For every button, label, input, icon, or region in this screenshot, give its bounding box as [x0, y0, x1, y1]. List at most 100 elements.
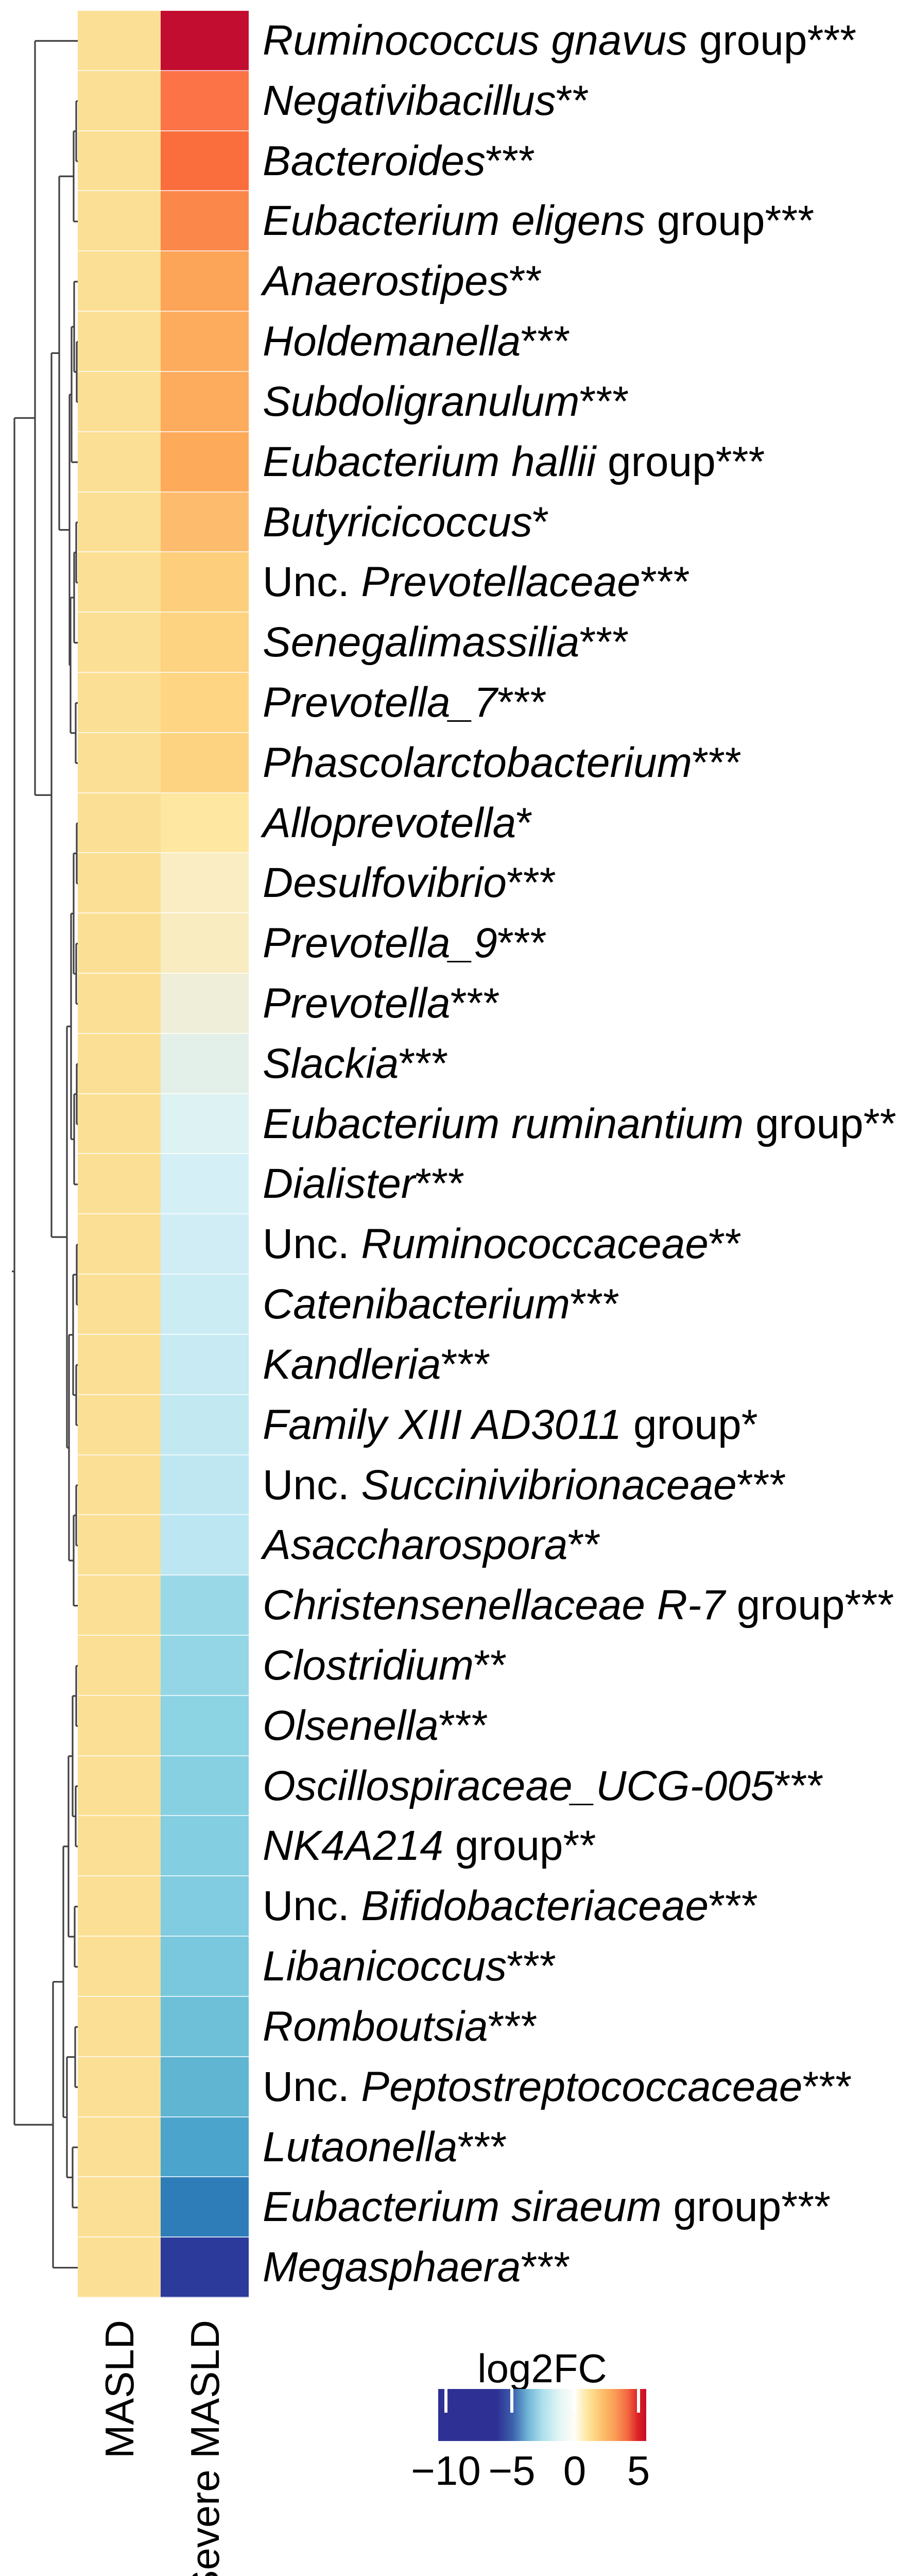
heatmap-row — [78, 2177, 249, 2238]
heatmap-row — [78, 1816, 249, 1877]
row-label: Megasphaera*** — [263, 2238, 570, 2298]
row-label-part: NK4A214 — [263, 1822, 444, 1870]
row-label: Olsenella*** — [263, 1696, 488, 1756]
row-label: Negativibacillus** — [263, 71, 589, 131]
legend-tick-mark — [510, 2389, 514, 2413]
heatmap-row — [78, 371, 249, 432]
heatmap-cell-severe-masld — [161, 672, 249, 733]
row-label: Prevotella*** — [263, 974, 499, 1034]
row-label-part: *** — [692, 739, 741, 786]
heatmap-row — [78, 733, 249, 793]
row-label-part: Slackia — [263, 1040, 399, 1087]
row-label: Christensenellaceae R-7 group*** — [263, 1575, 894, 1636]
row-label-part: group — [443, 1822, 563, 1870]
row-label-part: ** — [708, 1221, 741, 1268]
heatmap-row — [78, 1876, 249, 1937]
heatmap-cell-severe-masld — [161, 1515, 249, 1576]
heatmap-cell-severe-masld — [161, 1876, 249, 1937]
row-label-part: Senegalimassilia — [263, 619, 580, 666]
heatmap-cell-severe-masld — [161, 492, 249, 553]
heatmap-row — [78, 1515, 249, 1576]
heatmap-cell-severe-masld — [161, 1996, 249, 2057]
row-label-part: Eubacterium ruminantium — [263, 1100, 744, 1147]
row-label: Family XIII AD3011 group* — [263, 1395, 758, 1455]
row-label-part: group — [661, 2183, 782, 2231]
row-label-part: * — [741, 1401, 758, 1448]
legend-title: log2FC — [477, 2346, 607, 2391]
column-label-severe-masld: Severe MASLD — [182, 2320, 228, 2576]
row-label: Clostridium** — [263, 1636, 507, 1696]
row-label-part: *** — [807, 17, 857, 64]
heatmap-cell-masld — [78, 432, 161, 493]
row-label-part: *** — [497, 920, 547, 967]
row-label-part: *** — [488, 2003, 538, 2050]
heatmap-row — [78, 11, 249, 71]
row-label: Eubacterium ruminantium group*** — [263, 1094, 897, 1155]
row-label-part: Romboutsia — [263, 2003, 488, 2050]
row-label-part: ** — [567, 1521, 601, 1569]
heatmap-cell-masld — [78, 1696, 161, 1756]
row-label-part: group — [687, 17, 807, 64]
heatmap-cell-severe-masld — [161, 1334, 249, 1395]
row-label-part: *** — [579, 619, 629, 666]
heatmap-row — [78, 672, 249, 733]
row-label-part: *** — [781, 2183, 831, 2231]
row-label: Catenibacterium*** — [263, 1275, 619, 1335]
heatmap-cell-masld — [78, 552, 161, 613]
row-label-part: *** — [521, 318, 571, 365]
heatmap-cell-severe-masld — [161, 11, 249, 71]
row-label: Alloprevotella* — [263, 793, 532, 854]
heatmap-cell-severe-masld — [161, 2238, 249, 2298]
row-label: Eubacterium hallii group*** — [263, 432, 765, 493]
row-label-part: *** — [506, 859, 556, 907]
heatmap-cell-severe-masld — [161, 1696, 249, 1756]
row-label-part: group — [744, 1100, 864, 1147]
legend-tick-label: 5 — [627, 2448, 650, 2494]
row-label-part: Kandleria — [263, 1341, 441, 1388]
heatmap-row — [78, 853, 249, 914]
heatmap-cell-severe-masld — [161, 131, 249, 192]
heatmap-cell-masld — [78, 1334, 161, 1395]
row-label-part: *** — [715, 438, 765, 485]
heatmap-cell-masld — [78, 1996, 161, 2057]
row-label: Unc. Ruminococcaceae** — [263, 1214, 741, 1275]
heatmap-row — [78, 613, 249, 673]
heatmap-cell-severe-masld — [161, 1094, 249, 1155]
row-label-part: Holdemanella — [263, 318, 521, 365]
heatmap-row — [78, 552, 249, 613]
heatmap-cell-severe-masld — [161, 1937, 249, 1997]
heatmap-cell-severe-masld — [161, 733, 249, 793]
heatmap-cell-severe-masld — [161, 251, 249, 312]
row-label: NK4A214 group** — [263, 1816, 596, 1876]
row-label: Romboutsia*** — [263, 1997, 537, 2057]
row-label-part: *** — [457, 2123, 507, 2171]
heatmap-row — [78, 1275, 249, 1335]
row-label: Unc. Bifidobacteriaceae*** — [263, 1876, 758, 1937]
heatmap-row — [78, 1395, 249, 1455]
row-label-part: *** — [497, 679, 547, 726]
row-label-part: Eubacterium eligens — [263, 197, 645, 245]
legend-tick-label: 0 — [563, 2448, 586, 2494]
row-label: Holdemanella*** — [263, 312, 570, 372]
row-label-part: Eubacterium hallii — [263, 438, 596, 485]
row-label: Subdoligranulum*** — [263, 372, 629, 432]
row-label: Bacteroides*** — [263, 131, 535, 192]
column-label-masld: MASLD — [97, 2320, 142, 2459]
row-label-part: *** — [736, 1461, 786, 1509]
heatmap-row — [78, 1094, 249, 1155]
row-label-part: Oscillospiraceae_UCG-005 — [263, 1762, 774, 1809]
heatmap-cell-masld — [78, 2117, 161, 2178]
row-label-part: ** — [509, 258, 542, 305]
heatmap-cell-severe-masld — [161, 1214, 249, 1275]
heatmap-cell-severe-masld — [161, 1575, 249, 1636]
heatmap-cell-masld — [78, 1455, 161, 1516]
row-label-part: *** — [570, 1281, 619, 1328]
heatmap-row — [78, 1214, 249, 1275]
heatmap-cell-masld — [78, 1033, 161, 1094]
legend-tick-mark — [573, 2389, 577, 2413]
heatmap-row — [78, 191, 249, 252]
row-label: Asaccharospora** — [263, 1515, 600, 1575]
heatmap-cell-masld — [78, 1575, 161, 1636]
row-label-part: *** — [765, 197, 815, 245]
heatmap-cell-masld — [78, 71, 161, 131]
